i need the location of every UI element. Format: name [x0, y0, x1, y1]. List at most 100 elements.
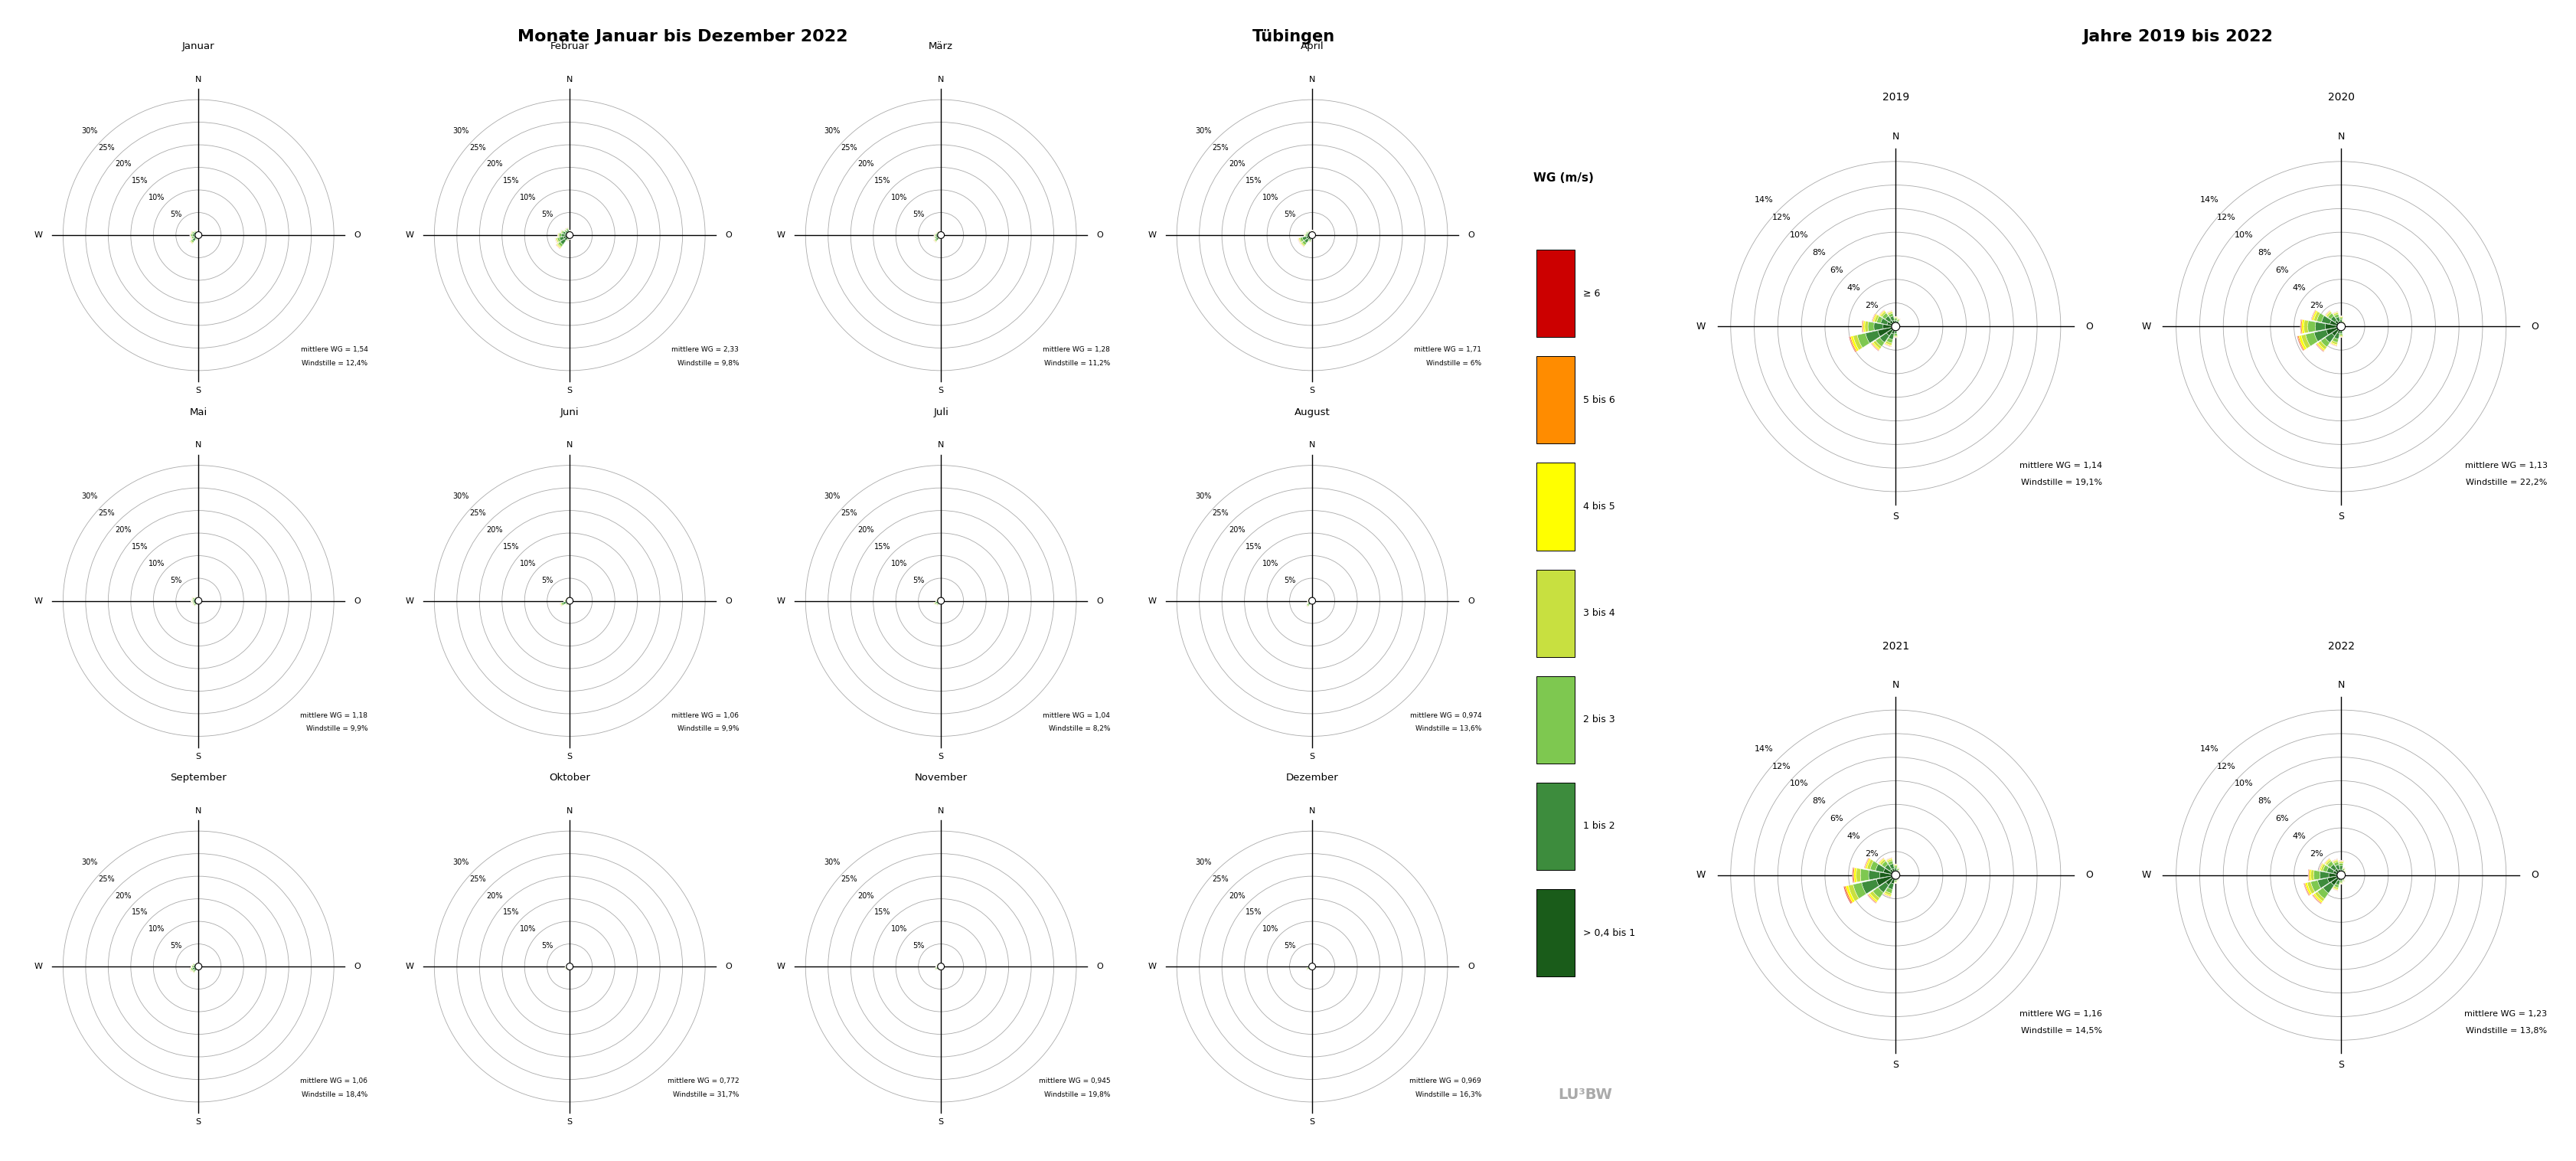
Polygon shape — [1878, 858, 1883, 864]
Text: 5%: 5% — [170, 210, 183, 218]
Polygon shape — [1883, 890, 1891, 895]
Polygon shape — [2331, 340, 2336, 345]
Text: S: S — [1891, 1060, 1899, 1070]
Text: mittlere WG = 1,06: mittlere WG = 1,06 — [301, 1077, 368, 1084]
Circle shape — [567, 232, 572, 238]
Text: 30%: 30% — [82, 492, 98, 500]
Text: 5%: 5% — [541, 942, 554, 950]
Text: 30%: 30% — [1195, 858, 1211, 866]
Polygon shape — [2334, 880, 2339, 885]
Text: LU³BW: LU³BW — [1558, 1087, 1613, 1102]
Polygon shape — [1893, 336, 1896, 337]
Polygon shape — [1878, 326, 1896, 337]
Polygon shape — [2329, 320, 2342, 326]
Text: N: N — [567, 807, 572, 815]
Text: S: S — [567, 387, 572, 395]
Polygon shape — [2336, 326, 2342, 333]
Text: 15%: 15% — [873, 909, 891, 916]
Polygon shape — [1873, 342, 1880, 351]
Polygon shape — [1870, 342, 1878, 351]
Polygon shape — [2324, 333, 2334, 342]
Text: mittlere WG = 0,969: mittlere WG = 0,969 — [1409, 1077, 1481, 1084]
Polygon shape — [2334, 865, 2339, 870]
Text: 20%: 20% — [116, 892, 131, 900]
Polygon shape — [2316, 888, 2329, 899]
Polygon shape — [2334, 317, 2339, 322]
Polygon shape — [2331, 860, 2336, 864]
Text: WG (m/s): WG (m/s) — [1533, 173, 1595, 183]
Polygon shape — [2313, 311, 2318, 322]
Text: O: O — [353, 597, 361, 605]
Text: O: O — [1097, 962, 1103, 971]
Text: S: S — [938, 1118, 943, 1126]
Text: N: N — [1309, 441, 1314, 449]
Polygon shape — [2324, 858, 2329, 864]
Text: 20%: 20% — [858, 892, 873, 900]
Polygon shape — [1873, 313, 1875, 322]
Bar — [1535, 676, 1574, 764]
Text: mittlere WG = 2,33: mittlere WG = 2,33 — [672, 346, 739, 353]
Polygon shape — [935, 236, 938, 238]
Polygon shape — [1870, 861, 1878, 871]
Text: 5%: 5% — [170, 576, 183, 584]
Polygon shape — [2321, 338, 2329, 347]
Polygon shape — [1886, 875, 1896, 885]
Polygon shape — [2334, 320, 2342, 326]
Polygon shape — [1883, 894, 1891, 897]
Polygon shape — [2331, 888, 2336, 890]
Polygon shape — [1896, 318, 1899, 319]
Text: Windstille = 31,7%: Windstille = 31,7% — [672, 1091, 739, 1098]
Bar — [1535, 570, 1574, 657]
Text: 15%: 15% — [502, 178, 520, 185]
Polygon shape — [2326, 861, 2334, 867]
Text: 5%: 5% — [170, 942, 183, 950]
Text: S: S — [1309, 1118, 1314, 1126]
Text: 20%: 20% — [1229, 892, 1244, 900]
Text: 10%: 10% — [1788, 780, 1808, 787]
Polygon shape — [2339, 881, 2342, 882]
Polygon shape — [1886, 858, 1891, 861]
Text: 15%: 15% — [1244, 178, 1262, 185]
Polygon shape — [2316, 344, 2324, 352]
Text: N: N — [938, 441, 943, 449]
Polygon shape — [562, 233, 564, 237]
Circle shape — [2336, 323, 2344, 331]
Polygon shape — [564, 235, 569, 239]
Text: 30%: 30% — [453, 492, 469, 500]
Polygon shape — [1865, 331, 1880, 344]
Polygon shape — [2331, 859, 2336, 863]
Bar — [1535, 250, 1574, 337]
Text: O: O — [726, 597, 732, 605]
Polygon shape — [1886, 326, 1896, 336]
Text: 1 bis 2: 1 bis 2 — [1582, 821, 1615, 831]
Polygon shape — [1896, 318, 1899, 319]
Text: N: N — [1309, 807, 1314, 815]
Polygon shape — [567, 232, 569, 235]
Text: 2%: 2% — [2308, 850, 2324, 858]
Text: 15%: 15% — [873, 543, 891, 550]
Polygon shape — [1883, 324, 1896, 329]
Circle shape — [196, 598, 201, 604]
Text: O: O — [353, 231, 361, 239]
Text: 4 bis 5: 4 bis 5 — [1582, 502, 1615, 512]
Polygon shape — [2331, 311, 2336, 313]
Text: N: N — [196, 807, 201, 815]
Polygon shape — [2303, 884, 2311, 895]
Polygon shape — [564, 231, 567, 233]
Text: O: O — [2530, 870, 2537, 880]
Polygon shape — [2318, 864, 2324, 871]
Text: S: S — [567, 752, 572, 760]
Text: 8%: 8% — [2257, 248, 2269, 257]
Text: 30%: 30% — [82, 127, 98, 135]
Polygon shape — [196, 966, 198, 968]
Title: Dezember: Dezember — [1285, 773, 1337, 783]
Title: 2019: 2019 — [1880, 92, 1909, 103]
Polygon shape — [1306, 235, 1311, 238]
Text: Windstille = 9,9%: Windstille = 9,9% — [307, 726, 368, 733]
Polygon shape — [2324, 310, 2329, 316]
Text: W: W — [1149, 597, 1157, 605]
Text: S: S — [567, 1118, 572, 1126]
Text: 15%: 15% — [1244, 909, 1262, 916]
Text: 6%: 6% — [1829, 815, 1842, 823]
Polygon shape — [1896, 319, 1899, 322]
